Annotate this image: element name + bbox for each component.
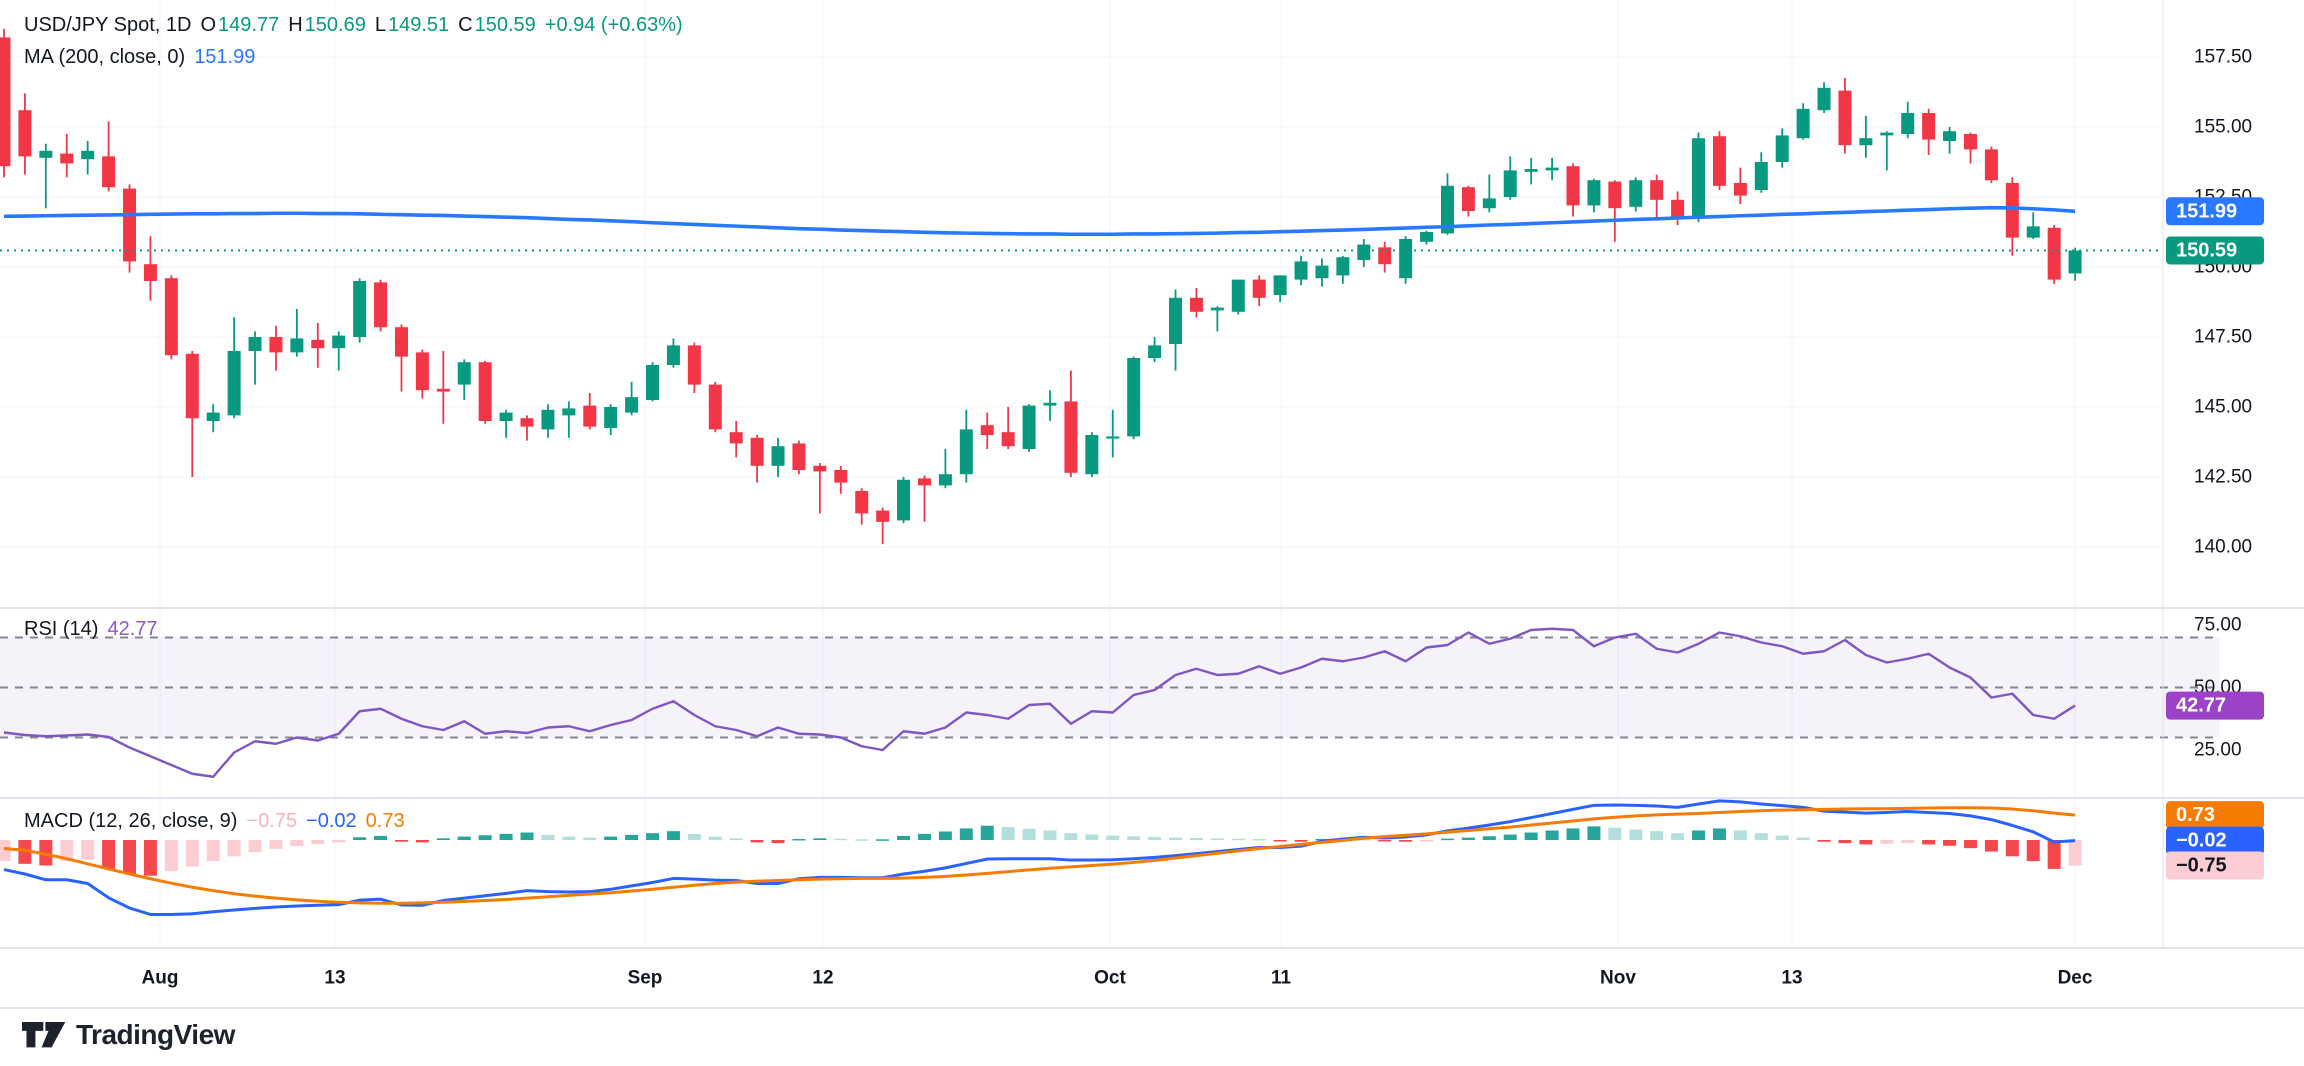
svg-text:151.99: 151.99 xyxy=(2176,200,2237,222)
open-value: 149.77 xyxy=(218,14,280,36)
svg-text:42.77: 42.77 xyxy=(2176,695,2226,717)
price-axis[interactable]: 157.50155.00152.50150.00147.50145.00142.… xyxy=(2194,47,2252,761)
svg-text:145.00: 145.00 xyxy=(2194,397,2252,418)
open-label: O xyxy=(200,14,217,36)
svg-text:Sep: Sep xyxy=(628,968,663,989)
svg-text:Oct: Oct xyxy=(1094,968,1126,989)
svg-text:13: 13 xyxy=(324,968,345,989)
macd-label[interactable]: MACD (12, 26, close, 9) xyxy=(24,810,238,832)
svg-text:−0.02: −0.02 xyxy=(2176,830,2227,852)
close-value: 150.59 xyxy=(474,14,536,36)
change-value: +0.94 (+0.63%) xyxy=(544,14,683,36)
gridlines xyxy=(0,0,2160,948)
macd-signal-line xyxy=(3,806,2076,905)
high-value: 150.69 xyxy=(304,14,366,36)
svg-text:157.50: 157.50 xyxy=(2194,47,2252,68)
svg-text:155.00: 155.00 xyxy=(2194,117,2252,138)
svg-text:−0.75: −0.75 xyxy=(2176,855,2227,877)
pane-separators[interactable] xyxy=(0,0,2304,1009)
low-label: L xyxy=(374,14,386,36)
tradingview-logo-text: TradingView xyxy=(76,1019,235,1050)
ma-label[interactable]: MA (200, close, 0) xyxy=(24,46,186,68)
rsi-band xyxy=(0,636,2220,739)
ma-legend[interactable]: MA (200, close, 0) 151.99 xyxy=(24,46,255,69)
svg-text:12: 12 xyxy=(812,968,833,989)
macd-signal-value: 0.73 xyxy=(365,810,405,832)
ma200-line xyxy=(3,205,2076,237)
symbol-legend[interactable]: USD/JPY Spot, 1D O 149.77 H 150.69 L 149.51… xyxy=(24,14,683,37)
svg-text:13: 13 xyxy=(1781,968,1802,989)
axis-value-chips: 151.99 150.59 42.77 0.73 −0.02 −0.75 xyxy=(2166,197,2264,880)
svg-text:25.00: 25.00 xyxy=(2194,740,2242,761)
tradingview-logo-icon xyxy=(22,1021,66,1048)
svg-text:0.73: 0.73 xyxy=(2176,804,2215,826)
svg-text:142.50: 142.50 xyxy=(2194,467,2252,488)
macd-histogram xyxy=(0,825,2082,876)
symbol-title[interactable]: USD/JPY Spot, 1D xyxy=(24,14,192,36)
svg-text:140.00: 140.00 xyxy=(2194,537,2252,558)
rsi-line xyxy=(3,627,2076,778)
svg-text:Dec: Dec xyxy=(2058,968,2093,989)
low-value: 149.51 xyxy=(387,14,450,36)
svg-text:11: 11 xyxy=(1271,968,1292,989)
rsi-legend[interactable]: RSI (14) 42.77 xyxy=(24,618,158,641)
svg-text:75.00: 75.00 xyxy=(2194,615,2242,636)
macd-legend[interactable]: MACD (12, 26, close, 9) −0.75 −0.02 0.73 xyxy=(24,810,405,833)
close-label: C xyxy=(458,14,473,36)
macd-line-value: −0.02 xyxy=(306,810,357,832)
high-label: H xyxy=(288,14,303,36)
macd-hist-value: −0.75 xyxy=(246,810,298,832)
svg-text:Nov: Nov xyxy=(1600,968,1636,989)
svg-text:150.59: 150.59 xyxy=(2176,239,2237,261)
svg-text:Aug: Aug xyxy=(142,968,179,989)
tradingview-logo[interactable]: TradingView xyxy=(22,1016,235,1054)
rsi-label[interactable]: RSI (14) xyxy=(24,618,99,640)
candles xyxy=(0,29,2082,545)
svg-text:147.50: 147.50 xyxy=(2194,327,2252,348)
time-axis[interactable]: Aug 13 Sep 12 Oct 11 Nov 13 Dec xyxy=(142,968,2093,989)
rsi-value: 42.77 xyxy=(107,618,158,640)
ma-value: 151.99 xyxy=(194,46,256,68)
